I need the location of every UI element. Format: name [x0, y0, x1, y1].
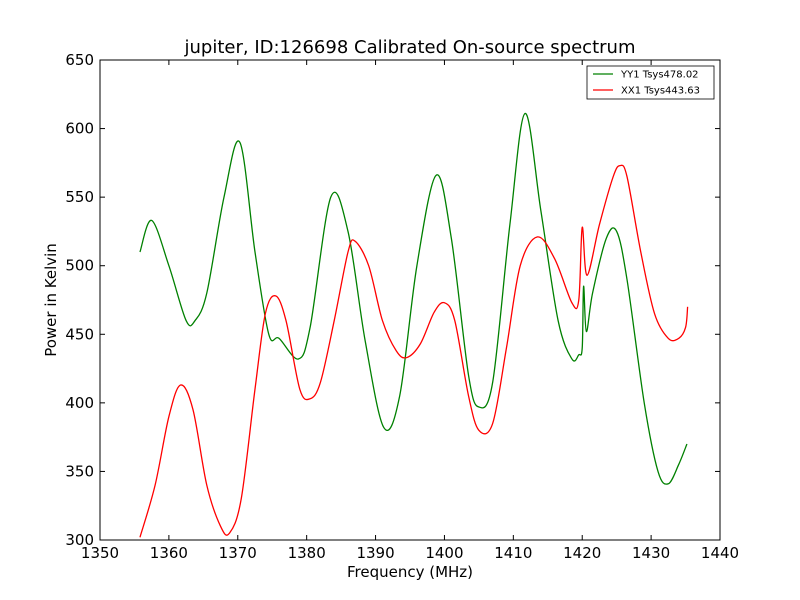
y-tick-label: 450 [65, 325, 94, 343]
y-tick-label: 350 [65, 462, 94, 480]
legend-label-yy1: YY1 Tsys478.02 [620, 70, 699, 81]
x-axis-label: Frequency (MHz) [347, 563, 473, 581]
ticks-layer: 1350 1360 1370 1380 1390 1400 1410 1420 1430 1440… [65, 51, 739, 562]
series-line-xx1 [139, 164, 689, 538]
x-tick-label: 1360 [150, 544, 188, 562]
x-tick-label: 1410 [494, 544, 532, 562]
legend: YY1 Tsys478.02 XX1 Tsys443.63 [586, 65, 715, 100]
y-tick-label: 550 [65, 188, 94, 206]
x-tick-label: 1390 [356, 544, 394, 562]
y-axis-label: Power in Kelvin [42, 243, 60, 357]
y-tick-label: 300 [65, 531, 94, 549]
plot-frame [99, 59, 721, 541]
legend-box [586, 65, 715, 100]
chart-title: jupiter, ID:126698 Calibrated On-source … [184, 37, 636, 58]
series-layer [139, 112, 689, 538]
legend-label-xx1: XX1 Tsys443.63 [621, 86, 700, 97]
x-tick-label: 1350 [81, 544, 119, 562]
series-line-yy1 [139, 112, 688, 485]
x-tick-label: 1420 [563, 544, 601, 562]
y-tick-label: 600 [65, 120, 94, 138]
plot-area [100, 60, 720, 540]
y-tick-label: 500 [65, 257, 94, 275]
x-tick-label: 1430 [632, 544, 670, 562]
x-tick-label: 1440 [701, 544, 739, 562]
x-tick-label: 1380 [288, 544, 326, 562]
x-tick-label: 1400 [425, 544, 463, 562]
x-tick-label: 1370 [219, 544, 257, 562]
y-tick-label: 650 [65, 51, 94, 69]
y-tick-label: 400 [65, 394, 94, 412]
